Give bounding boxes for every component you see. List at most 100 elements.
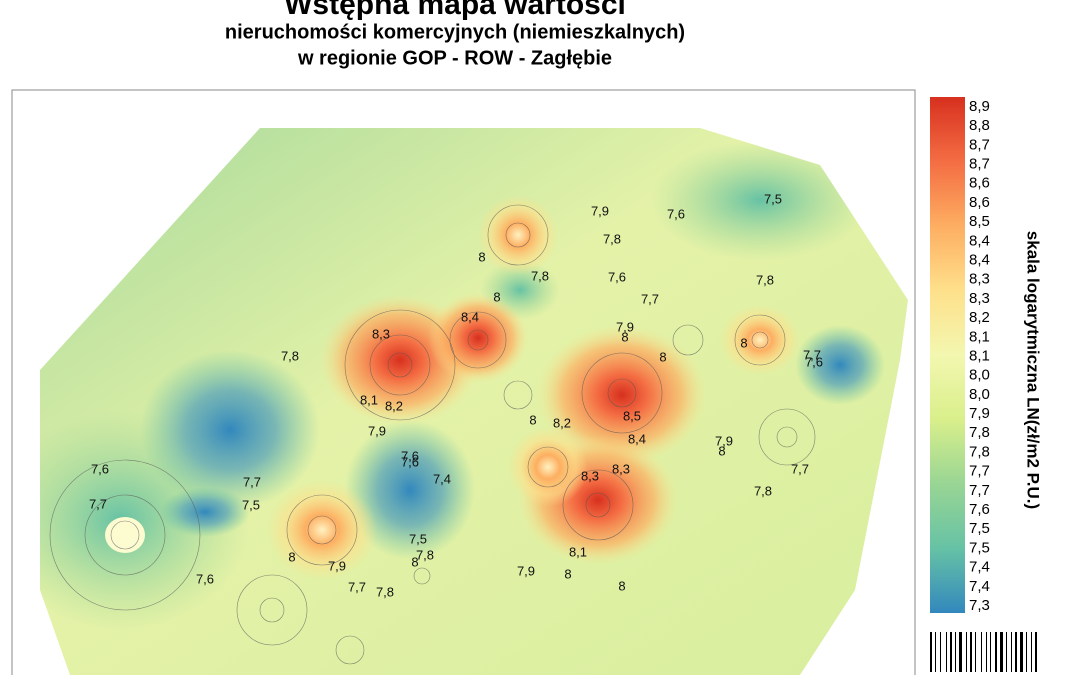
barcode-bar [935, 632, 936, 672]
colorbar-label: 7,5 [969, 539, 990, 556]
contour-label: 7,6 [91, 461, 109, 476]
contour-label: 7,9 [591, 203, 609, 218]
contour-label: 8 [478, 249, 485, 264]
contour-label: 8,2 [553, 415, 571, 430]
contour-label: 8,4 [628, 431, 646, 446]
barcode-bar [986, 632, 987, 672]
barcode-bar [955, 632, 956, 672]
colorbar-title: skala logarytmiczna LN(zł/m2 P.U.) [1024, 231, 1043, 509]
colorbar-label: 8,5 [969, 213, 990, 230]
colorbar-label: 7,4 [969, 578, 990, 595]
barcode-bar [950, 632, 952, 672]
colorbar-label: 8,4 [969, 232, 990, 249]
contour-label: 7,7 [791, 461, 809, 476]
colorbar-label: 7,4 [969, 559, 990, 576]
contour-label: 7,8 [376, 584, 394, 599]
contour-label: 8 [659, 349, 666, 364]
colorbar-label: 7,7 [969, 463, 990, 480]
colorbar-label: 7,7 [969, 482, 990, 499]
contour-label: 7,9 [616, 319, 634, 334]
colorbar-label: 7,9 [969, 405, 990, 422]
contour-label: 8,1 [360, 392, 378, 407]
contour-label: 7,7 [348, 579, 366, 594]
contour-label: 7,8 [531, 268, 549, 283]
colorbar-label: 7,5 [969, 520, 990, 537]
contour-label: 8,3 [612, 461, 630, 476]
colorbar [930, 97, 965, 613]
contour-label: 7,6 [608, 269, 626, 284]
contour-label: 8 [564, 566, 571, 581]
contour-label: 7,7 [89, 496, 107, 511]
contour-label: 8 [621, 329, 628, 344]
barcode-bar [1011, 632, 1012, 672]
contour-label: 8 [529, 412, 536, 427]
barcode-bar [940, 632, 941, 672]
barcode-bar [1020, 632, 1023, 672]
contour-label: 7,5 [764, 191, 782, 206]
contour-label: 7,6 [196, 571, 214, 586]
barcode-bar [975, 632, 976, 672]
contour-label: 8,3 [372, 326, 390, 341]
colorbar-label: 7,6 [969, 501, 990, 518]
colorbar-label: 8,1 [969, 328, 990, 345]
barcode-bar [995, 632, 997, 672]
barcode-bar [981, 632, 982, 672]
colorbar-label: 8,8 [969, 117, 990, 134]
contour-label: 8 [618, 578, 625, 593]
contour-label: 7,9 [328, 558, 346, 573]
contour-label: 7,6 [667, 206, 685, 221]
colorbar-label: 8,2 [969, 309, 990, 326]
contour-label: 8 [740, 335, 747, 350]
barcode-bar [1035, 632, 1037, 672]
contour-label: 7,5 [409, 531, 427, 546]
contour-label: 7,9 [715, 433, 733, 448]
colorbar-label: 8,7 [969, 156, 990, 173]
contour-label: 7,6 [805, 354, 823, 369]
contour-label: 8,5 [623, 408, 641, 423]
contour-label: 7,6 [401, 448, 419, 463]
colorbar-label: 8,1 [969, 347, 990, 364]
colorbar-label: 8,9 [969, 98, 990, 115]
barcode-bar [1000, 632, 1003, 672]
map: 7,9 7,67,57,87,887,6 7,88 7,77,988,38,47,8 8… [40, 128, 908, 675]
contour-label: 8,4 [461, 309, 479, 324]
contour-label: 7,9 [368, 423, 386, 438]
title: Wstępna mapa wartości [284, 0, 626, 21]
contour-label: 7,9 [517, 563, 535, 578]
barcode [930, 632, 1037, 672]
colorbar-label: 7,8 [969, 443, 990, 460]
contour-label: 7,8 [756, 272, 774, 287]
contour-label: 8 [718, 443, 725, 458]
barcode-bar [1026, 632, 1027, 672]
colorbar-label: 8,7 [969, 136, 990, 153]
contour-label: 8 [288, 549, 295, 564]
contour-label: 7,8 [416, 547, 434, 562]
colorbar-label: 8,0 [969, 386, 990, 403]
barcode-bar [970, 632, 972, 672]
contour-label: 8 [493, 289, 500, 304]
barcode-bar [1015, 632, 1017, 672]
contour-label: 7,5 [242, 497, 260, 512]
contour-label: 7,8 [754, 483, 772, 498]
contour-label: 7,4 [433, 471, 451, 486]
barcode-bar [959, 632, 962, 672]
contour-label: 7,6 [401, 454, 419, 469]
contour-label: 8,3 [581, 468, 599, 483]
barcode-bar [1031, 632, 1032, 672]
colorbar-label: 8,0 [969, 367, 990, 384]
barcode-bar [966, 632, 967, 672]
contour-label: 8 [411, 554, 418, 569]
contour-label: 7,8 [603, 231, 621, 246]
barcode-bar [1006, 632, 1007, 672]
subtitle: w regionie GOP - ROW - Zagłębie [297, 47, 612, 69]
colorbar-label: 8,4 [969, 252, 990, 269]
contour-label: 7,7 [243, 474, 261, 489]
contour-label: 7,7 [641, 291, 659, 306]
contour-label: 7,8 [281, 348, 299, 363]
barcode-bar [946, 632, 947, 672]
subtitle: nieruchomości komercyjnych (niemieszkaln… [225, 21, 685, 43]
contour-label: 8,2 [385, 398, 403, 413]
colorbar-label: 7,3 [969, 597, 990, 614]
colorbar-label: 8,3 [969, 271, 990, 288]
